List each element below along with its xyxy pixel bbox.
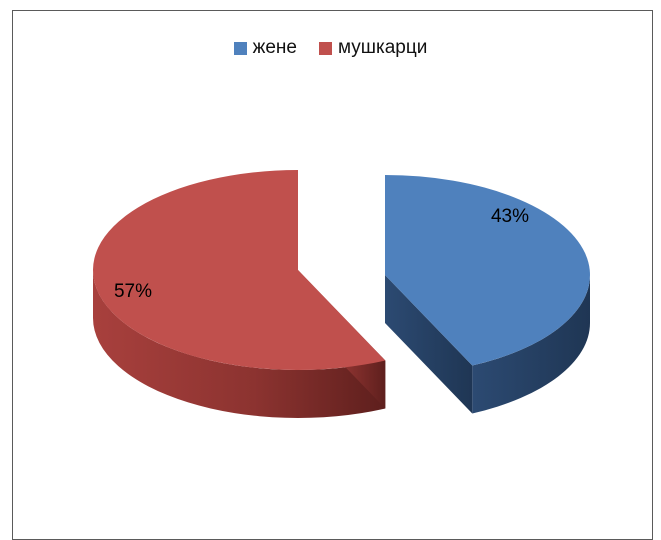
slice-side-men — [92, 270, 386, 418]
legend-item-women: жене — [233, 37, 297, 59]
legend: жене мушкарци — [0, 37, 661, 59]
legend-item-men: мушкарци — [318, 37, 428, 59]
slice-top-men — [93, 170, 386, 370]
legend-swatch-women — [233, 41, 247, 55]
pie-chart: 43% 57% — [92, 170, 590, 418]
legend-swatch-men — [318, 41, 332, 55]
data-label-women: 43% — [491, 206, 529, 227]
legend-label-men: мушкарци — [337, 37, 428, 58]
legend-label-women: жене — [252, 37, 297, 58]
slice-side-women — [472, 275, 590, 414]
slices-layer — [92, 170, 590, 418]
slice-top-women — [385, 175, 590, 366]
slice-face-women — [385, 275, 473, 414]
data-label-men: 57% — [114, 281, 152, 302]
